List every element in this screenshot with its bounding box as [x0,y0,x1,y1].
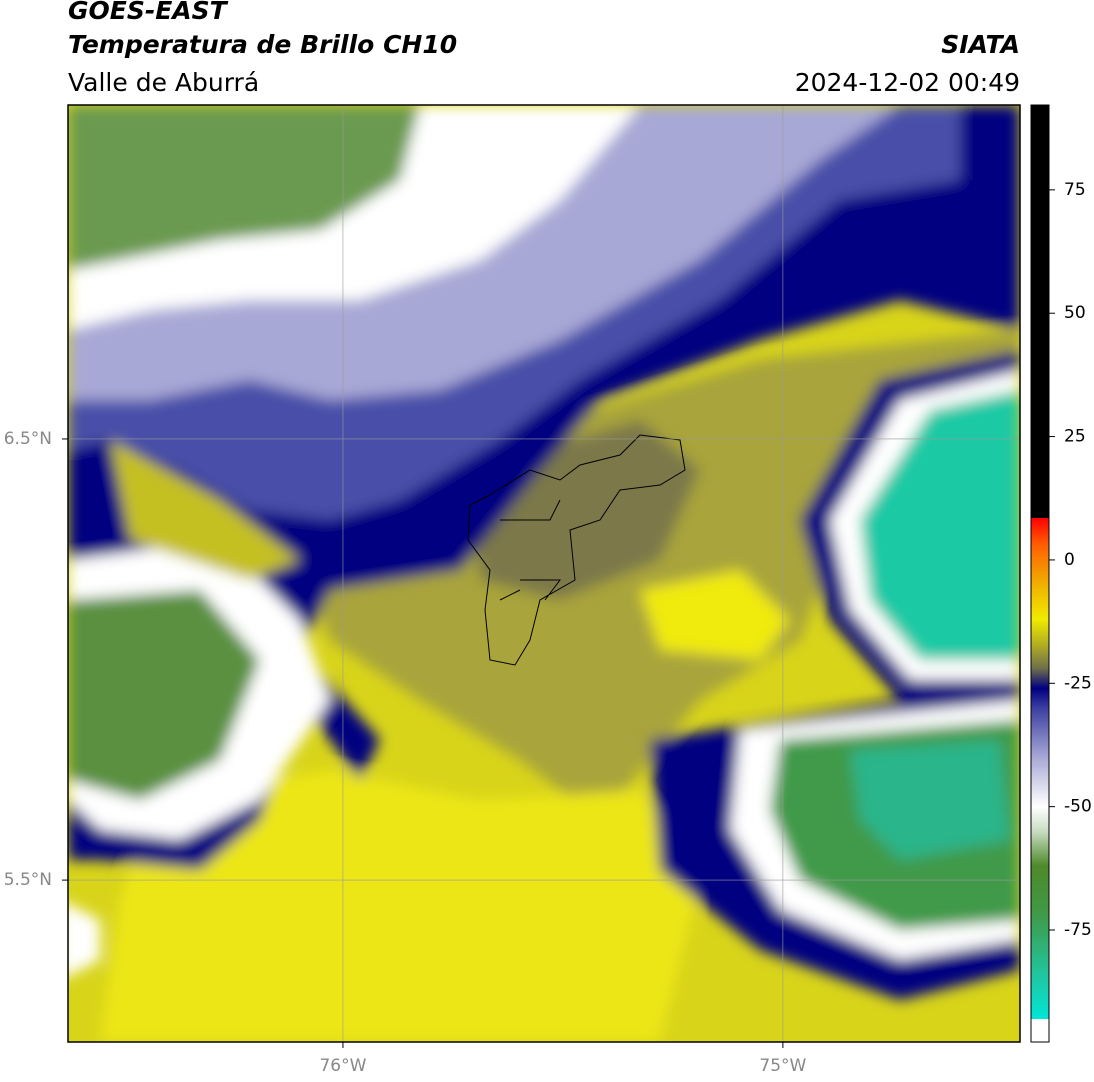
colorbar [1030,104,1050,1043]
satellite-title: GOES-EAST [68,0,229,25]
colorbar-tick-label: 0 [1064,550,1075,570]
valley-boundary [467,434,686,666]
colorbar-tick-label: 50 [1064,303,1086,323]
graticule [68,105,1020,1042]
axis-ticks: 76°W 75°W 6.5°N 5.5°N [4,429,807,1076]
x-tick-label: 76°W [319,1056,366,1076]
org-label: SIATA [941,30,1020,59]
product-title: Temperatura de Brillo CH10 [68,30,457,59]
colorbar-tick-label: -50 [1064,797,1092,817]
map-frame [67,104,1021,1043]
colorbar-tick-label: 75 [1064,180,1086,200]
x-tick-label: 75°W [759,1056,806,1076]
y-tick-label: 5.5°N [4,870,52,890]
colorbar-tick-label: -25 [1064,673,1092,693]
region-label: Valle de Aburrá [68,68,259,97]
colorbar-tick-label: -75 [1064,920,1092,940]
y-tick-label: 6.5°N [4,429,52,449]
map-field [68,105,1020,1042]
colorbar-tick-label: 25 [1064,427,1086,447]
datetime-label: 2024-12-02 00:49 [795,68,1020,97]
field-shapes [68,105,1020,1042]
colorbar-ticks: 75 50 25 0 -25 -50 -75 [1049,180,1092,940]
